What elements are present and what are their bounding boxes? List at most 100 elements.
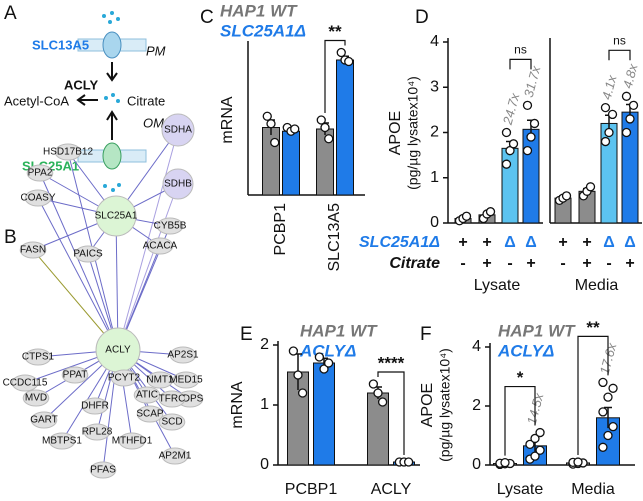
significance-label: ** bbox=[586, 318, 600, 337]
node-label: MED15 bbox=[169, 375, 203, 386]
node-label: PPA2 bbox=[28, 168, 53, 179]
condition-mark: + bbox=[582, 255, 591, 272]
substrate-label: Citrate bbox=[127, 93, 165, 108]
node bbox=[11, 374, 39, 392]
x-tick-label: PCBP1 bbox=[272, 203, 289, 256]
node bbox=[26, 164, 54, 182]
data-point bbox=[603, 430, 613, 441]
condition-mark: Δ bbox=[603, 234, 615, 251]
node-label: ATIC bbox=[136, 390, 158, 401]
data-point bbox=[501, 127, 512, 138]
node-label: AP2S1 bbox=[167, 350, 199, 361]
node-label: MBTPS1 bbox=[42, 436, 82, 447]
data-point bbox=[603, 392, 613, 402]
legend-label: ACLYΔ bbox=[497, 341, 554, 360]
y-tick-label: 2 bbox=[472, 397, 481, 414]
node bbox=[156, 217, 184, 235]
node-label: MTHFD1 bbox=[112, 436, 153, 447]
node bbox=[24, 189, 52, 207]
legend-label: HAP1 WT bbox=[220, 1, 298, 20]
panel-letter: B bbox=[4, 227, 17, 248]
x-tick-label: ACLY bbox=[371, 481, 412, 498]
data-point bbox=[573, 457, 583, 467]
x-tick-label: Lysate bbox=[497, 481, 544, 498]
y-tick-label: 0 bbox=[430, 214, 439, 231]
node bbox=[95, 195, 137, 237]
data-point bbox=[561, 191, 572, 201]
y-tick-label: 2 bbox=[430, 124, 439, 141]
node bbox=[22, 389, 50, 407]
y-tick-label: 0 bbox=[260, 456, 269, 473]
node-label: DHFR bbox=[81, 401, 109, 412]
node-label: TFRC bbox=[159, 394, 186, 405]
data-point bbox=[316, 115, 326, 125]
fold-label: 24.7x bbox=[499, 91, 522, 127]
y-tick-label: 2 bbox=[260, 336, 269, 353]
legend-label: HAP1 WT bbox=[498, 321, 576, 340]
node bbox=[24, 348, 52, 366]
data-point bbox=[625, 114, 635, 124]
node bbox=[162, 168, 194, 200]
bar bbox=[282, 130, 300, 196]
data-point bbox=[529, 118, 540, 129]
node-label: SLC25A1 bbox=[95, 211, 138, 222]
data-point bbox=[522, 100, 533, 110]
node bbox=[81, 397, 109, 415]
y-tick-label: 0 bbox=[472, 456, 481, 473]
data-point bbox=[336, 47, 346, 58]
panel-letter: C bbox=[200, 7, 214, 28]
node-label: CCDC115 bbox=[3, 378, 48, 389]
condition-mark: - bbox=[606, 255, 611, 272]
data-point bbox=[314, 352, 325, 362]
x-tick-label: Media bbox=[571, 481, 615, 498]
significance-label: **** bbox=[378, 353, 405, 372]
node-label: MVD bbox=[25, 393, 47, 404]
bar bbox=[501, 147, 519, 224]
panel-letter: F bbox=[420, 324, 432, 345]
node-label: RPL28 bbox=[82, 427, 113, 438]
transporter-label: SLC13A5 bbox=[32, 37, 89, 52]
node bbox=[172, 371, 200, 389]
data-point bbox=[621, 91, 632, 101]
group-label: Lysate bbox=[474, 277, 521, 294]
panel-letter: E bbox=[240, 324, 253, 345]
edge bbox=[117, 183, 179, 351]
data-point bbox=[604, 127, 614, 138]
fold-label: 31.7x bbox=[521, 64, 544, 99]
bar bbox=[313, 362, 335, 466]
y-axis-label: APOE bbox=[419, 383, 436, 427]
condition-mark: + bbox=[558, 234, 567, 251]
edge bbox=[39, 172, 119, 351]
node bbox=[89, 461, 117, 479]
node bbox=[158, 390, 186, 408]
y-axis-label: mRNA bbox=[229, 381, 246, 428]
condition-mark: + bbox=[482, 255, 491, 272]
node-label: PPAT bbox=[63, 370, 88, 381]
condition-mark: Δ bbox=[624, 234, 636, 251]
condition-mark: + bbox=[625, 255, 634, 272]
data-point bbox=[621, 127, 632, 138]
node-label: ACACA bbox=[143, 241, 178, 252]
node bbox=[54, 143, 82, 161]
node-label: FDPS bbox=[177, 394, 204, 405]
node bbox=[19, 241, 47, 259]
data-point bbox=[288, 346, 299, 356]
y-tick-label: 4 bbox=[472, 338, 481, 355]
condition-mark: + bbox=[482, 234, 491, 251]
data-point bbox=[526, 132, 536, 142]
node bbox=[110, 369, 138, 387]
condition-mark: Δ bbox=[504, 234, 516, 251]
node bbox=[146, 237, 174, 255]
data-point bbox=[598, 442, 608, 452]
y-axis-label: (pg/µg lysatex10⁴) bbox=[405, 76, 421, 190]
panel-letter: D bbox=[415, 7, 429, 28]
node-label: CYB5B bbox=[154, 221, 187, 232]
data-point bbox=[608, 421, 618, 432]
fold-label: 4.1x bbox=[599, 73, 620, 101]
row-label: Citrate bbox=[389, 255, 440, 272]
significance-bracket bbox=[504, 385, 536, 456]
y-axis-label: APOE bbox=[387, 111, 404, 155]
panel-letter: A bbox=[4, 3, 17, 24]
node bbox=[161, 113, 195, 147]
